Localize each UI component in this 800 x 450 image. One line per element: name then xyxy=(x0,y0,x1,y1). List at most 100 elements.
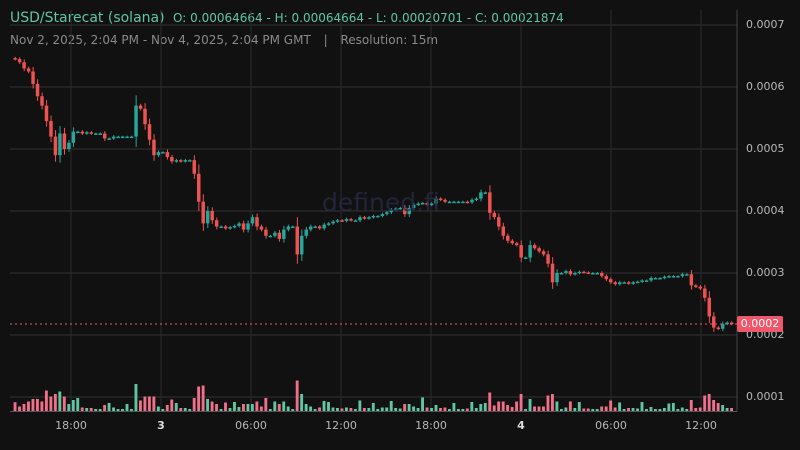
volume-bar xyxy=(336,408,339,411)
candle xyxy=(649,277,653,281)
volume-bar xyxy=(474,408,478,411)
candle xyxy=(241,223,246,230)
pair-name: USD/Starecat (solana) xyxy=(10,10,165,26)
volume-bar xyxy=(291,409,295,411)
volume-bar xyxy=(53,394,57,411)
ohlc-values: O: 0.00064664 - H: 0.00064664 - L: 0.000… xyxy=(173,11,564,25)
volume-bar xyxy=(703,395,707,411)
volume-bar xyxy=(439,408,442,411)
candle xyxy=(317,226,322,229)
time-tick-label: 4 xyxy=(517,419,525,432)
candle xyxy=(720,323,725,329)
candle xyxy=(546,254,550,264)
candle xyxy=(35,83,40,97)
volume-bar xyxy=(233,402,236,411)
volume-bar xyxy=(555,401,559,411)
last-price-tag: 0.0002 xyxy=(737,316,783,332)
candle xyxy=(452,201,456,204)
volume-bar xyxy=(22,404,26,411)
candle xyxy=(322,224,326,229)
volume-bar xyxy=(282,401,286,411)
candle xyxy=(371,215,376,218)
time-tick-label: 12:00 xyxy=(685,419,717,432)
candle xyxy=(192,160,197,174)
candle xyxy=(586,272,591,274)
volume-bar xyxy=(618,402,622,411)
volume-bar xyxy=(156,406,160,411)
volume-bar xyxy=(89,408,93,411)
candle xyxy=(85,132,89,134)
price-tick-label: 0.0003 xyxy=(746,266,785,279)
volume-bar xyxy=(116,409,120,411)
time-tick-label: 3 xyxy=(157,419,165,432)
volume-bar xyxy=(461,409,465,411)
candle xyxy=(179,160,183,162)
volume-bar xyxy=(376,409,380,411)
candle xyxy=(264,229,268,236)
volume-bar xyxy=(13,402,17,411)
date-range: Nov 2, 2025, 2:04 PM - Nov 4, 2025, 2:04… xyxy=(10,33,311,47)
volume-bar xyxy=(559,409,563,411)
volume-bar xyxy=(112,407,115,411)
volume-bar xyxy=(649,407,653,411)
volume-bar xyxy=(147,396,151,411)
price-tick-label: 0.0001 xyxy=(746,390,785,403)
candle xyxy=(22,62,26,69)
volume-bar xyxy=(62,396,66,411)
candle xyxy=(120,136,125,139)
price-tick-label: 0.0006 xyxy=(746,80,785,93)
volume-bar xyxy=(121,409,124,411)
volume-bar xyxy=(403,404,407,411)
candle xyxy=(201,201,205,224)
volume-bar xyxy=(130,409,133,411)
volume-bar xyxy=(76,398,80,411)
candle xyxy=(308,226,313,230)
candle xyxy=(729,322,734,325)
volume-bar xyxy=(125,404,129,411)
volume-bar xyxy=(389,401,393,411)
candle xyxy=(300,235,304,255)
candle xyxy=(232,225,237,228)
candle xyxy=(550,263,555,283)
volume-bar xyxy=(613,407,617,411)
volume-bar xyxy=(371,403,375,411)
volume-bar xyxy=(631,408,635,411)
volume-bar xyxy=(362,408,366,411)
volume-bar xyxy=(667,403,671,411)
candle xyxy=(26,68,31,72)
volume-bar xyxy=(483,403,487,411)
volume-bar xyxy=(609,400,613,411)
candle xyxy=(295,226,300,255)
volume-bar xyxy=(224,402,227,411)
volume-bar xyxy=(515,401,519,411)
candle xyxy=(420,202,425,205)
volume-bar xyxy=(219,409,223,411)
candle xyxy=(667,276,671,278)
candle xyxy=(197,173,201,202)
volume-bar xyxy=(268,409,272,411)
candle xyxy=(528,245,532,258)
volume-bar xyxy=(636,408,639,411)
candle xyxy=(76,131,80,134)
volume-bar xyxy=(456,409,460,411)
candle xyxy=(277,232,282,239)
candle xyxy=(174,160,179,162)
candle xyxy=(447,201,452,204)
candle xyxy=(403,207,407,215)
candle xyxy=(398,207,403,210)
volume-bar xyxy=(103,405,107,411)
volume-bar xyxy=(367,408,371,411)
volume-bar xyxy=(676,409,680,411)
volume-bar xyxy=(295,380,299,411)
candle xyxy=(438,198,443,201)
volume-bar xyxy=(707,394,711,411)
candle xyxy=(58,133,62,156)
volume-bar xyxy=(318,407,321,411)
candle xyxy=(129,136,134,139)
candle xyxy=(568,271,573,275)
volume-bar xyxy=(152,396,156,411)
volume-bar xyxy=(344,407,348,411)
volume-bar xyxy=(58,391,62,411)
candle xyxy=(510,240,514,244)
